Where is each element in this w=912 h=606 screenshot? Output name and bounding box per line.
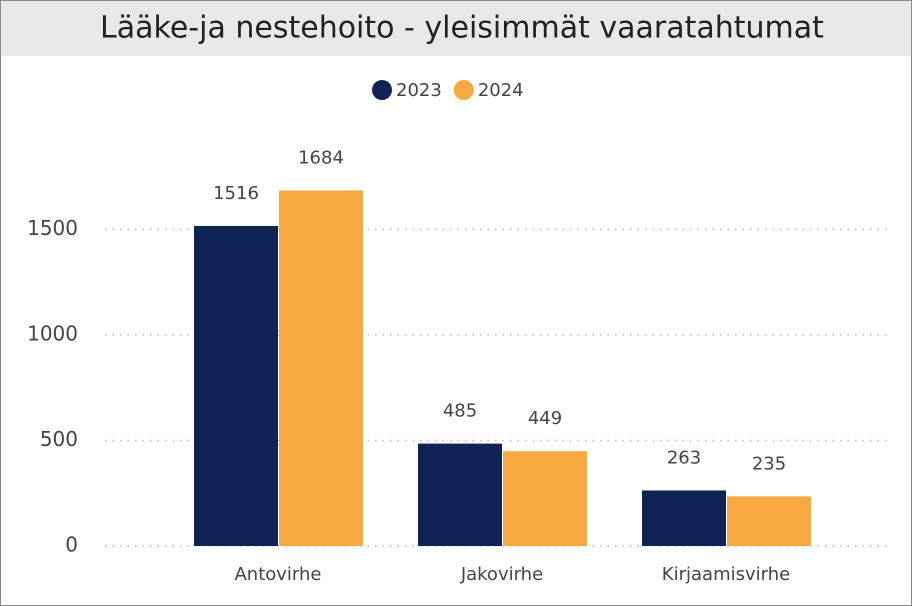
- legend-label: 2024: [478, 80, 524, 101]
- data-label: 485: [443, 401, 477, 422]
- y-tick-label: 1500: [27, 216, 78, 240]
- y-tick-label: 500: [40, 427, 78, 451]
- legend-swatch: [453, 80, 474, 100]
- y-tick-label: 1000: [27, 321, 78, 345]
- data-label: 1516: [213, 183, 259, 204]
- x-tick-label: Kirjaamisvirhe: [662, 564, 790, 585]
- bar: [503, 451, 587, 546]
- x-tick-label: Jakovirhe: [460, 564, 543, 585]
- y-tick-label: 0: [65, 533, 78, 557]
- data-label: 235: [752, 453, 786, 474]
- bar: [194, 225, 278, 546]
- data-label: 1684: [298, 147, 344, 168]
- data-label: 263: [667, 447, 701, 468]
- bar: [418, 443, 502, 546]
- bar: [642, 490, 726, 546]
- chart-title: Lääke-ja nestehoito - yleisimmät vaarata…: [100, 11, 824, 46]
- legend-swatch: [372, 80, 392, 100]
- title-bar: [1, 1, 911, 56]
- bar: [279, 190, 363, 546]
- bar: [727, 496, 811, 546]
- x-tick-label: Antovirhe: [234, 564, 321, 585]
- data-label: 449: [528, 408, 562, 429]
- legend-label: 2023: [396, 80, 442, 101]
